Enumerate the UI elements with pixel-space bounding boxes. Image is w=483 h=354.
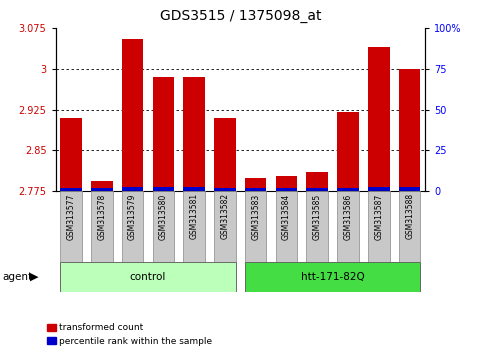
Text: GDS3515 / 1375098_at: GDS3515 / 1375098_at: [159, 9, 321, 23]
Bar: [245, 188, 267, 191]
Bar: [153, 187, 174, 191]
Bar: [368, 187, 390, 191]
Text: GSM313582: GSM313582: [220, 193, 229, 239]
Bar: [91, 188, 113, 191]
Bar: [337, 113, 359, 191]
FancyBboxPatch shape: [214, 191, 236, 262]
Bar: [337, 188, 359, 191]
Bar: [245, 178, 267, 191]
Bar: [214, 118, 236, 191]
Bar: [214, 188, 236, 191]
Bar: [184, 77, 205, 191]
Text: GSM313586: GSM313586: [343, 193, 353, 240]
Text: GSM313588: GSM313588: [405, 193, 414, 239]
Bar: [60, 118, 82, 191]
FancyBboxPatch shape: [307, 191, 328, 262]
FancyBboxPatch shape: [276, 191, 297, 262]
Bar: [276, 176, 297, 191]
Text: control: control: [130, 272, 166, 282]
Text: GSM313585: GSM313585: [313, 193, 322, 240]
Text: htt-171-82Q: htt-171-82Q: [301, 272, 365, 282]
Bar: [307, 172, 328, 191]
FancyBboxPatch shape: [60, 191, 82, 262]
Text: agent: agent: [2, 272, 32, 282]
Bar: [307, 188, 328, 191]
Text: GSM313580: GSM313580: [159, 193, 168, 240]
FancyBboxPatch shape: [368, 191, 390, 262]
Bar: [399, 187, 420, 191]
Legend: transformed count, percentile rank within the sample: transformed count, percentile rank withi…: [43, 320, 216, 349]
Bar: [91, 181, 113, 191]
Bar: [122, 187, 143, 191]
Text: GSM313584: GSM313584: [282, 193, 291, 240]
Bar: [122, 39, 143, 191]
Bar: [368, 47, 390, 191]
FancyBboxPatch shape: [399, 191, 420, 262]
FancyBboxPatch shape: [337, 191, 359, 262]
Text: GSM313578: GSM313578: [97, 193, 106, 240]
FancyBboxPatch shape: [122, 191, 143, 262]
Text: GSM313581: GSM313581: [190, 193, 199, 239]
FancyBboxPatch shape: [91, 191, 113, 262]
FancyBboxPatch shape: [184, 191, 205, 262]
Bar: [184, 187, 205, 191]
Text: ▶: ▶: [30, 272, 39, 282]
Text: GSM313579: GSM313579: [128, 193, 137, 240]
FancyBboxPatch shape: [153, 191, 174, 262]
Bar: [153, 77, 174, 191]
Bar: [399, 69, 420, 191]
Text: GSM313577: GSM313577: [67, 193, 75, 240]
Bar: [60, 188, 82, 191]
Bar: [276, 188, 297, 191]
Text: GSM313587: GSM313587: [374, 193, 384, 240]
Text: GSM313583: GSM313583: [251, 193, 260, 240]
FancyBboxPatch shape: [245, 262, 420, 292]
FancyBboxPatch shape: [245, 191, 267, 262]
FancyBboxPatch shape: [60, 262, 236, 292]
